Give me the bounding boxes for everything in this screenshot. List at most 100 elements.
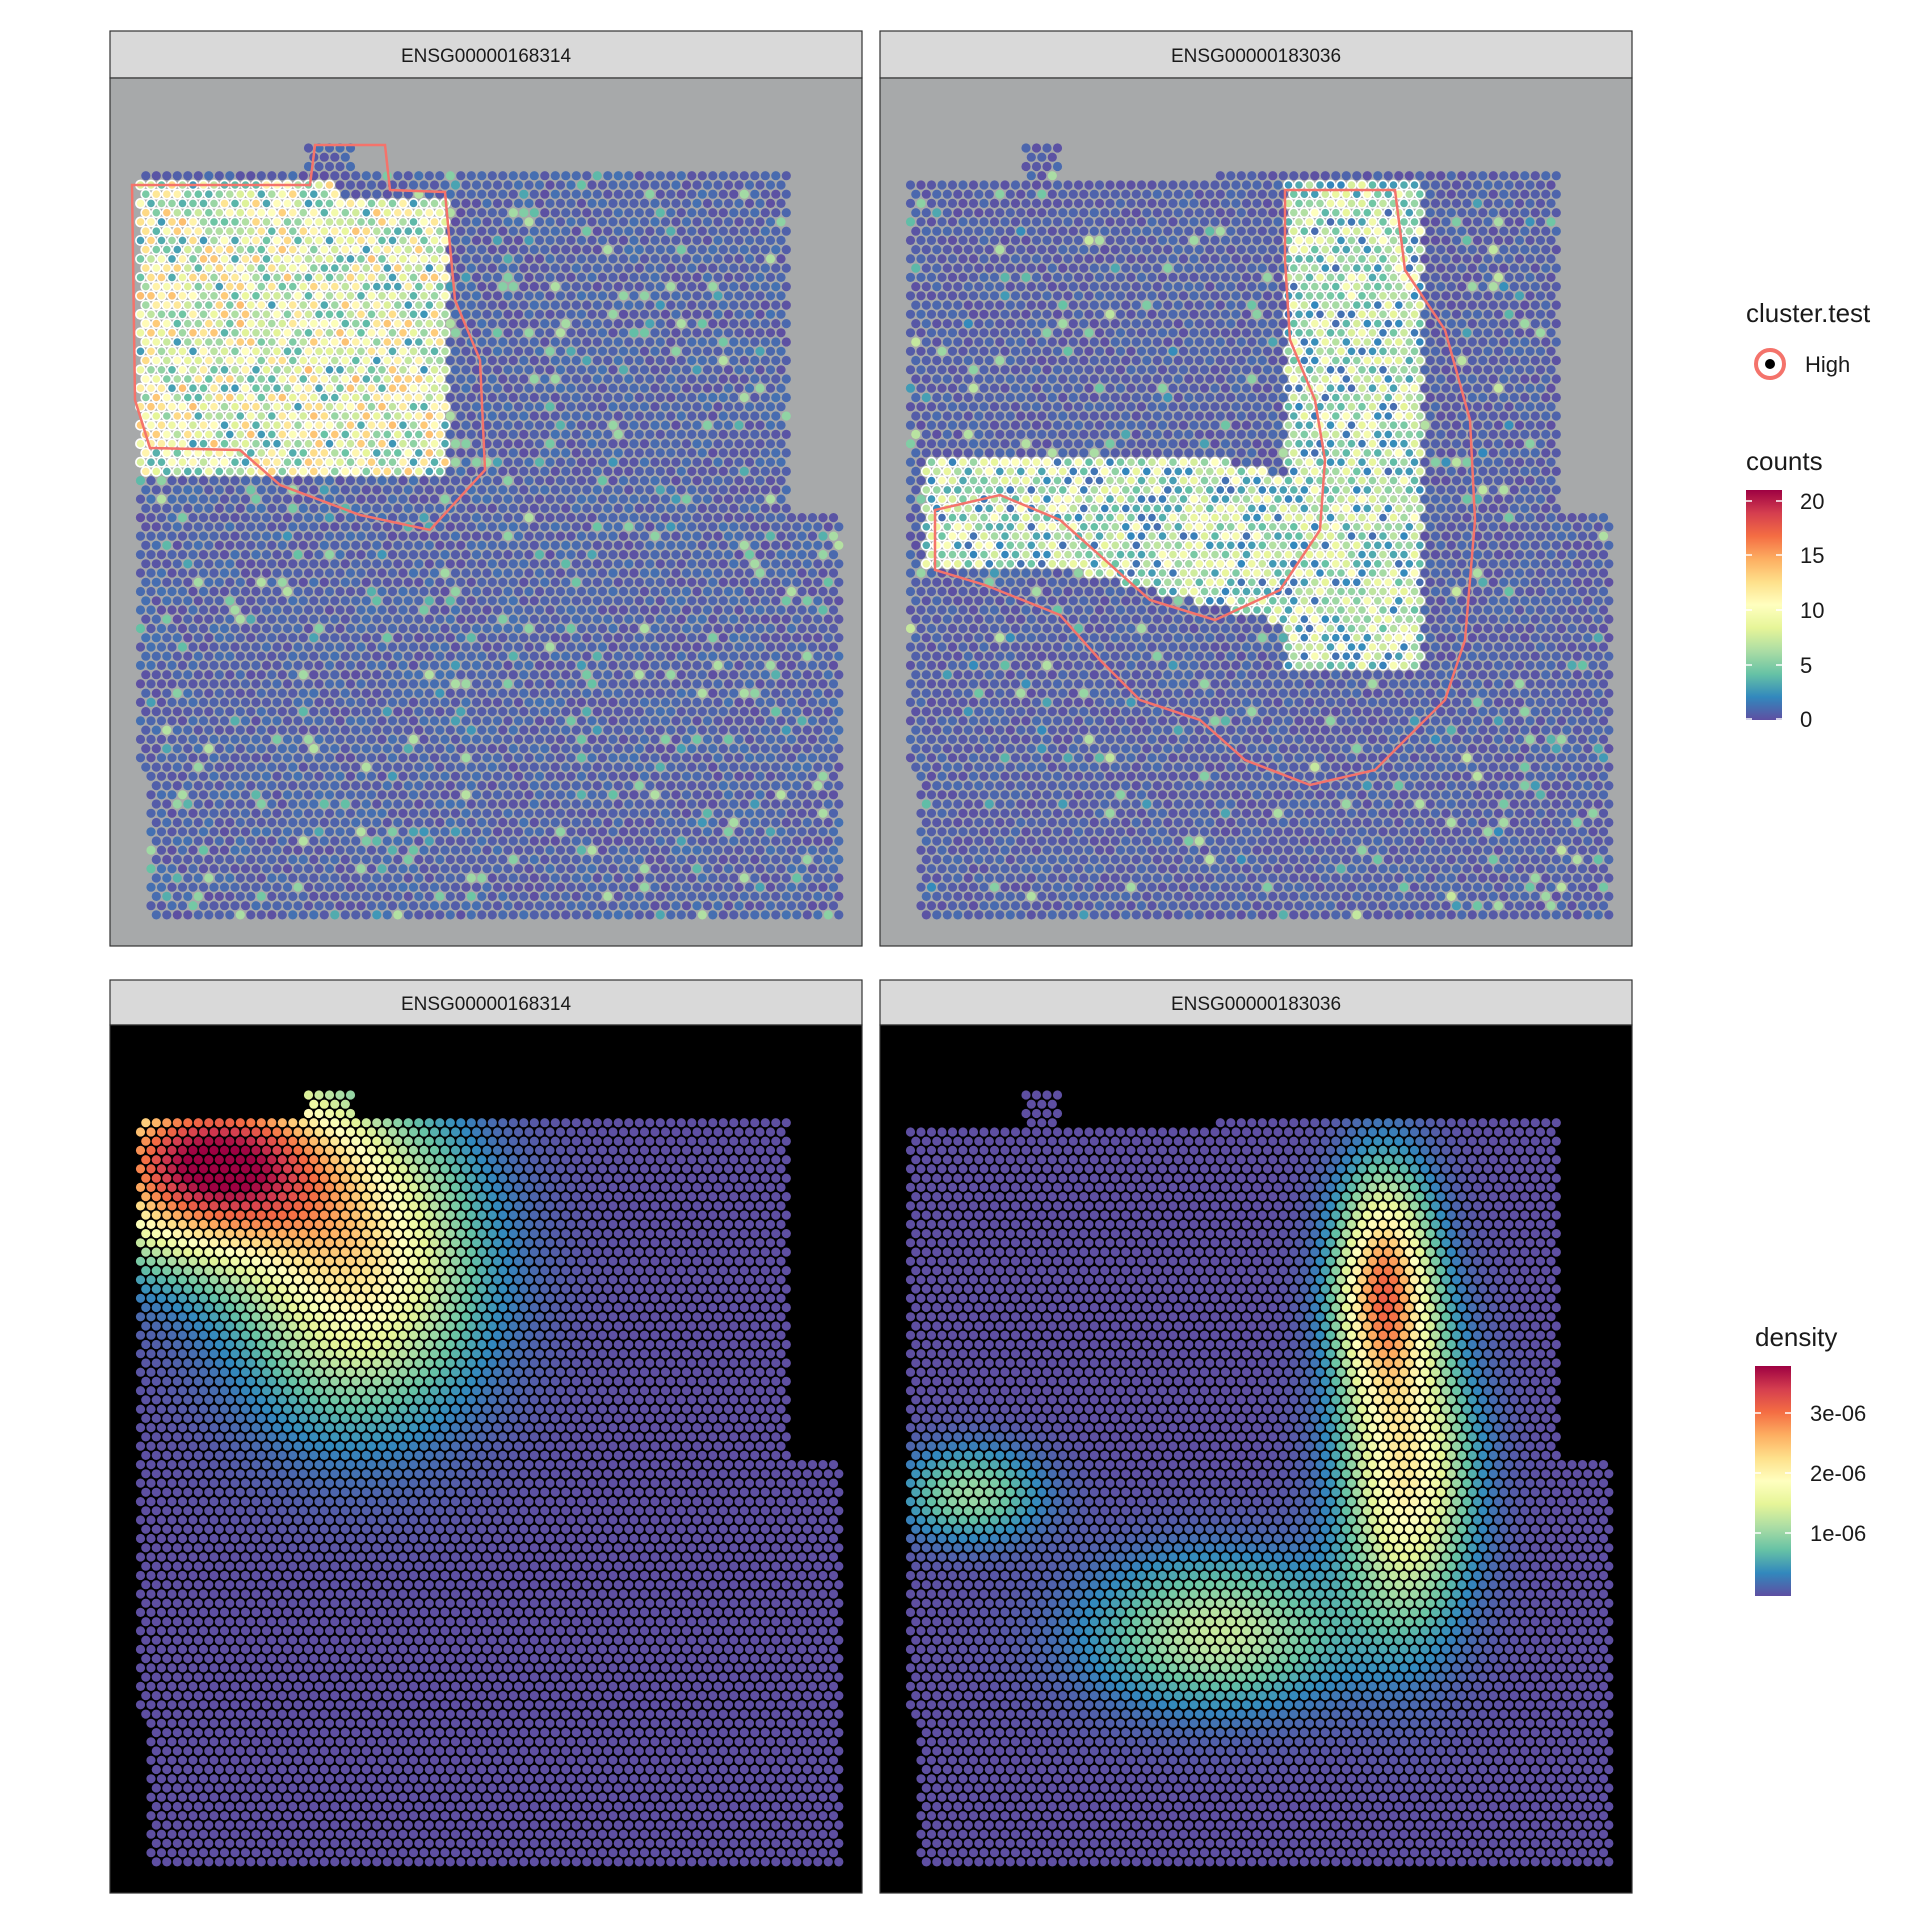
spot-point [298,744,308,754]
spot-point [692,513,702,523]
spot-point [408,716,419,726]
spot-point [697,781,707,791]
spot-point [660,550,671,560]
spot-point [834,873,844,883]
spot-point [140,207,152,219]
spot-point [624,873,634,883]
spot-point [135,586,146,597]
spot-point [660,623,671,634]
spot-point [786,808,797,818]
spot-point [213,281,225,292]
spot-point [282,327,293,339]
spot-point [246,670,256,680]
spot-point [755,808,765,818]
spot-point [371,244,383,255]
spot-point [309,651,319,661]
spot-point [319,762,329,772]
spot-point [781,762,791,772]
spot-point [529,670,539,680]
spot-point [188,550,198,560]
spot-point [314,513,324,523]
spot-point [266,447,278,459]
spot-point [818,531,828,541]
spot-point [734,753,744,763]
spot-point [309,854,319,865]
spot-point [324,790,335,800]
spot-point [487,392,497,403]
spot-point [235,171,245,181]
spot-point [392,410,404,422]
spot-point [487,651,497,661]
spot-point [403,503,413,513]
spot-point [214,688,224,698]
spot-point [308,447,320,459]
spot-point [676,300,686,310]
spot-point [571,614,581,624]
spot-point [424,670,434,680]
spot-point [566,180,576,190]
spot-point [434,318,446,329]
spot-point [650,254,660,264]
spot-point [361,559,371,569]
spot-point [419,734,429,745]
spot-point [655,208,665,218]
spot-point [729,781,739,791]
spot-point [240,290,251,302]
spot-point [513,697,524,708]
spot-point [361,485,371,495]
spot-point [571,448,581,458]
spot-point [240,790,251,800]
spot-point [345,382,356,394]
spot-point [418,327,430,339]
spot-point [187,253,199,265]
spot-point [582,522,592,532]
spot-point [508,577,518,587]
spot-point [566,734,576,745]
spot-point [345,345,356,357]
spot-point [271,401,283,413]
spot-point [177,364,188,376]
spot-point [582,725,592,735]
spot-point [162,614,172,624]
spot-point [603,282,613,292]
spot-point [597,180,608,190]
spot-point [582,688,592,698]
spot-point [540,485,550,495]
spot-point [414,873,424,883]
spot-point [214,873,224,883]
spot-point [203,392,215,403]
spot-point [582,744,592,754]
spot-point [734,420,744,430]
spot-point [645,799,655,809]
spot-point [492,513,503,523]
spot-point [545,586,555,597]
spot-point [503,531,513,541]
spot-point [786,790,797,800]
spot-point [345,180,356,190]
spot-point [171,355,183,366]
spot-point [240,734,251,745]
spot-point [146,753,156,763]
spot-point [639,697,650,708]
spot-point [402,355,414,366]
spot-point [209,568,219,578]
spot-point [456,355,466,366]
spot-point [251,697,261,708]
spot-point [713,734,723,745]
spot-point [645,559,655,569]
spot-point [513,679,524,689]
spot-point [587,198,597,208]
spot-point [571,171,581,181]
spot-point [188,623,198,634]
spot-point [198,734,209,745]
spot-point [660,660,671,671]
spot-point [435,670,445,680]
spot-point [372,596,382,606]
spot-point [376,438,388,450]
spot-point [545,291,555,301]
spot-point [276,428,288,440]
spot-point [213,373,225,385]
spot-point [303,364,314,376]
spot-point [377,476,387,486]
spot-point [676,466,686,476]
